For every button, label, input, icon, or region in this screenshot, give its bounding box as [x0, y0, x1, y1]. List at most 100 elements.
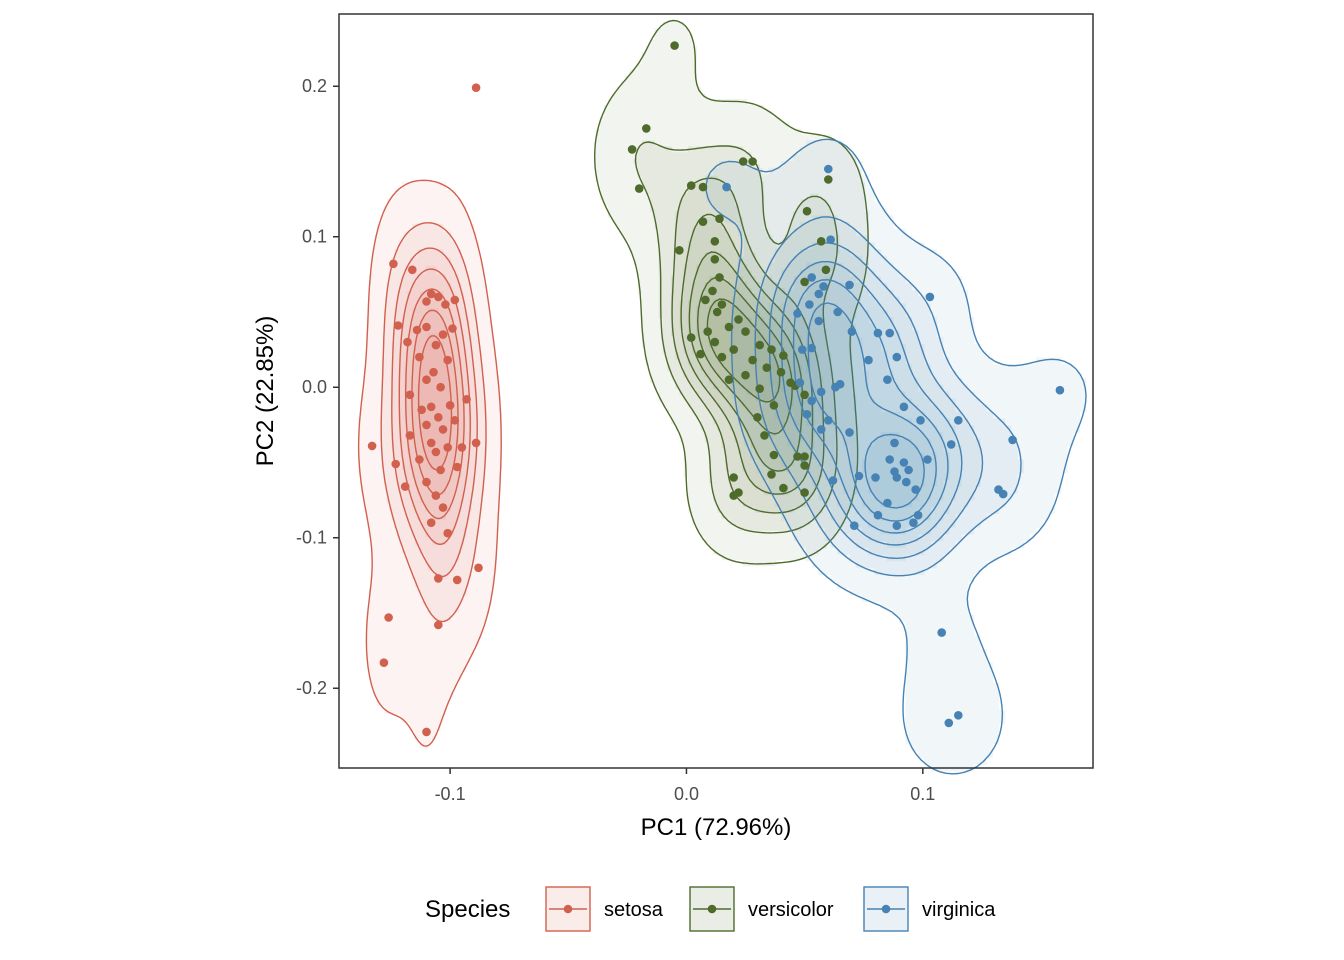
contour-line-versicolor — [634, 141, 839, 534]
point-versicolor — [703, 327, 712, 336]
y-tick-label: -0.1 — [296, 528, 327, 548]
point-versicolor — [627, 145, 637, 154]
contour-line-setosa — [398, 268, 471, 545]
density-band-versicolor — [687, 252, 802, 472]
axes: -0.1 0.0 0.1 -0.2 -0.1 0.0 0.1 0.2 — [296, 76, 935, 804]
point-setosa — [426, 289, 436, 299]
legend-title: Species — [425, 896, 510, 923]
point-versicolor — [779, 483, 788, 493]
point-versicolor — [769, 401, 779, 410]
point-setosa — [422, 297, 431, 306]
point-versicolor — [729, 473, 738, 482]
density-virginica — [705, 138, 1087, 775]
point-setosa — [450, 295, 460, 305]
data-points — [367, 41, 1065, 737]
point-setosa — [448, 324, 457, 333]
point-versicolor — [800, 488, 809, 497]
point-virginica — [890, 467, 899, 476]
point-versicolor — [800, 390, 809, 400]
point-setosa — [417, 405, 427, 415]
point-setosa — [393, 321, 403, 330]
contour-line-virginica — [780, 260, 963, 546]
point-setosa — [436, 382, 445, 392]
point-setosa — [403, 337, 412, 347]
point-setosa — [426, 438, 436, 448]
contour-line-versicolor — [680, 213, 814, 495]
point-setosa — [452, 462, 462, 472]
point-virginica — [1008, 435, 1017, 445]
point-setosa — [452, 575, 462, 585]
point-versicolor — [748, 157, 757, 166]
density-band-versicolor — [696, 276, 794, 437]
y-tick-label: 0.1 — [302, 227, 327, 247]
contour-line-setosa — [357, 179, 502, 747]
x-tick-label: 0.1 — [910, 784, 935, 804]
point-virginica — [828, 476, 838, 485]
point-virginica — [807, 396, 816, 406]
point-virginica — [802, 410, 812, 419]
point-versicolor — [824, 175, 833, 184]
point-setosa — [434, 574, 443, 583]
contour-line-virginica — [754, 216, 1022, 577]
point-versicolor — [729, 345, 738, 354]
point-virginica — [722, 182, 731, 192]
point-setosa — [422, 420, 431, 430]
point-virginica — [850, 521, 859, 530]
point-virginica — [954, 711, 963, 720]
point-setosa — [431, 491, 441, 500]
point-versicolor — [696, 349, 705, 359]
point-setosa — [412, 325, 422, 335]
point-versicolor — [715, 214, 724, 223]
contour-line-versicolor — [594, 19, 869, 565]
point-setosa — [391, 459, 401, 469]
point-virginica — [819, 282, 828, 291]
y-tick-label: -0.2 — [296, 678, 327, 698]
point-versicolor — [698, 182, 708, 192]
point-setosa — [462, 395, 471, 404]
point-virginica — [909, 518, 918, 527]
point-setosa — [426, 518, 436, 527]
density-contours — [357, 19, 1087, 775]
point-virginica — [814, 316, 824, 326]
point-virginica — [807, 343, 816, 353]
point-virginica — [793, 309, 802, 318]
point-versicolor — [717, 352, 727, 362]
point-versicolor — [710, 337, 720, 347]
point-virginica — [885, 455, 894, 464]
point-virginica — [954, 416, 963, 425]
point-versicolor — [755, 340, 764, 350]
point-versicolor — [800, 277, 809, 287]
plot-panel-border — [338, 13, 1094, 769]
point-virginica — [911, 485, 920, 494]
point-virginica — [873, 510, 883, 520]
point-virginica — [892, 352, 902, 362]
point-virginica — [885, 328, 894, 338]
point-setosa — [443, 443, 453, 452]
density-setosa — [357, 179, 502, 748]
point-versicolor — [776, 367, 786, 377]
point-virginica — [826, 235, 835, 244]
contour-line-virginica — [807, 302, 937, 522]
contour-line-virginica — [864, 433, 925, 509]
contour-line-versicolor — [697, 277, 793, 435]
point-virginica — [883, 375, 892, 385]
point-setosa — [445, 401, 455, 410]
point-versicolor — [717, 300, 727, 309]
point-virginica — [946, 440, 956, 449]
point-versicolor — [802, 206, 812, 216]
y-tick-label: 0.0 — [302, 377, 327, 397]
point-virginica — [814, 289, 824, 299]
point-virginica — [883, 498, 892, 508]
point-versicolor — [715, 273, 724, 282]
point-versicolor — [760, 431, 769, 440]
legend-label-setosa: setosa — [604, 899, 664, 921]
point-versicolor — [800, 452, 809, 461]
point-setosa — [434, 413, 443, 422]
contour-line-virginica — [792, 279, 949, 534]
point-versicolor — [734, 315, 743, 324]
points-setosa — [367, 83, 483, 737]
point-setosa — [400, 482, 410, 491]
point-versicolor — [741, 370, 750, 380]
point-virginica — [916, 416, 925, 425]
